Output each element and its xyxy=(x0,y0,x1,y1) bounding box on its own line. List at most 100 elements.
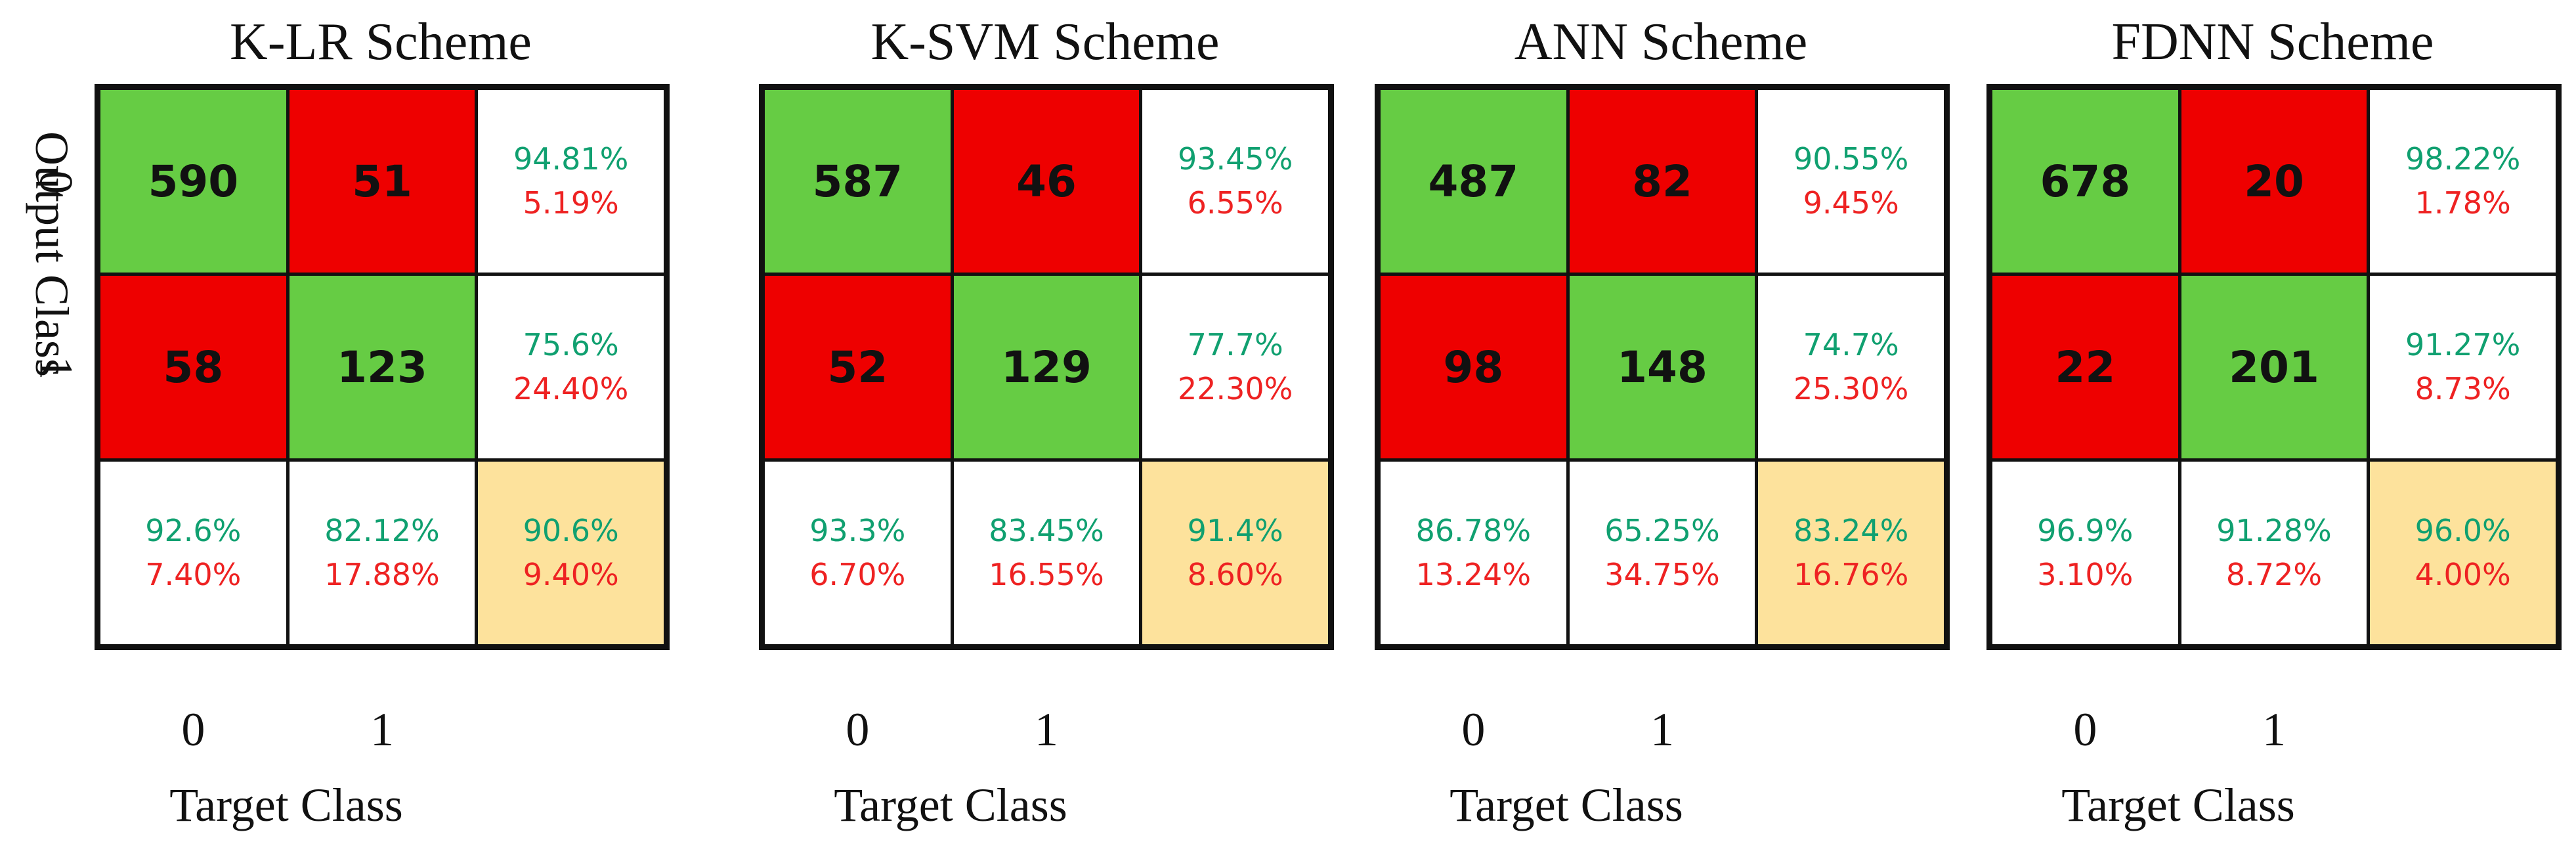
row-summary-cell: 77.7% 22.30% xyxy=(1142,276,1328,458)
row-correct-pct: 75.6% xyxy=(523,327,619,363)
x-tick-label: 0 xyxy=(181,703,205,756)
correct-count-cell: 678 xyxy=(1992,90,2178,273)
x-axis-label: Target Class xyxy=(169,779,403,831)
count-value: 201 xyxy=(2229,341,2319,393)
count-value: 46 xyxy=(1016,156,1077,207)
row-summary-cell: 94.81% 5.19% xyxy=(478,90,664,273)
x-axis-label: Target Class xyxy=(2061,779,2295,831)
error-count-cell: 20 xyxy=(2181,90,2367,273)
confusion-matrix-grid: 590 51 94.81% 5.19% 58 123 75.6% 24.40% 92.6% 7.4… xyxy=(95,84,670,650)
row-summary-cell: 93.45% 6.55% xyxy=(1142,90,1328,273)
panel-title: K-SVM Scheme xyxy=(870,13,1220,71)
x-tick-label: 0 xyxy=(2073,703,2097,756)
correct-count-cell: 123 xyxy=(289,276,475,458)
x-axis-label: Target Class xyxy=(834,779,1067,831)
overall-error-pct: 4.00% xyxy=(2415,557,2511,592)
row-summary-cell: 90.55% 9.45% xyxy=(1758,90,1944,273)
overall-summary-cell: 83.24% 16.76% xyxy=(1758,462,1944,644)
confusion-matrix-grid: 587 46 93.45% 6.55% 52 129 77.7% 22.30% 93.3% 6.7… xyxy=(759,84,1334,650)
column-summary-cell: 65.25% 34.75% xyxy=(1569,462,1755,644)
x-tick-label: 0 xyxy=(846,703,870,756)
correct-count-cell: 148 xyxy=(1569,276,1755,458)
row-correct-pct: 93.45% xyxy=(1177,141,1293,177)
overall-correct-pct: 90.6% xyxy=(523,513,619,549)
error-count-cell: 51 xyxy=(289,90,475,273)
confusion-matrix-panel: K-LR Scheme 590 51 94.81% 5.19% 58 123 75.6% 24.… xyxy=(85,0,676,853)
row-correct-pct: 77.7% xyxy=(1187,327,1283,363)
count-value: 123 xyxy=(337,341,427,393)
error-count-cell: 58 xyxy=(100,276,286,458)
count-value: 590 xyxy=(148,156,239,207)
count-value: 82 xyxy=(1632,156,1692,207)
column-correct-pct: 92.6% xyxy=(145,513,242,549)
count-value: 58 xyxy=(163,341,224,393)
column-error-pct: 3.10% xyxy=(2037,557,2134,592)
column-correct-pct: 83.45% xyxy=(989,513,1104,549)
column-error-pct: 17.88% xyxy=(324,557,440,592)
confusion-matrix-panel: K-SVM Scheme 587 46 93.45% 6.55% 52 129 77.7% 22… xyxy=(750,0,1341,853)
row-correct-pct: 74.7% xyxy=(1803,327,1899,363)
count-value: 20 xyxy=(2244,156,2304,207)
confusion-matrix-panel: ANN Scheme 487 82 90.55% 9.45% 98 148 74.7% 25.3… xyxy=(1365,0,1956,853)
panel-title: ANN Scheme xyxy=(1514,13,1808,71)
column-correct-pct: 91.28% xyxy=(2216,513,2332,549)
panel-title: FDNN Scheme xyxy=(2111,13,2434,71)
overall-summary-cell: 90.6% 9.40% xyxy=(478,462,664,644)
y-tick-label: 1 xyxy=(30,356,83,380)
column-error-pct: 34.75% xyxy=(1604,557,1720,592)
row-error-pct: 9.45% xyxy=(1803,185,1899,221)
error-count-cell: 98 xyxy=(1381,276,1566,458)
column-correct-pct: 96.9% xyxy=(2037,513,2134,549)
row-correct-pct: 98.22% xyxy=(2405,141,2521,177)
row-summary-cell: 75.6% 24.40% xyxy=(478,276,664,458)
column-error-pct: 13.24% xyxy=(1415,557,1532,592)
column-summary-cell: 82.12% 17.88% xyxy=(289,462,475,644)
row-summary-cell: 91.27% 8.73% xyxy=(2370,276,2556,458)
count-value: 51 xyxy=(352,156,412,207)
column-summary-cell: 93.3% 6.70% xyxy=(765,462,951,644)
y-tick-label: 0 xyxy=(30,170,83,194)
error-count-cell: 46 xyxy=(953,90,1140,273)
column-error-pct: 8.72% xyxy=(2225,557,2323,592)
overall-error-pct: 9.40% xyxy=(523,557,619,592)
correct-count-cell: 201 xyxy=(2181,276,2367,458)
x-tick-label: 1 xyxy=(370,703,394,756)
row-error-pct: 25.30% xyxy=(1793,371,1909,406)
count-value: 678 xyxy=(2040,156,2131,207)
count-value: 22 xyxy=(2055,341,2116,393)
error-count-cell: 82 xyxy=(1569,90,1755,273)
overall-correct-pct: 91.4% xyxy=(1187,513,1283,549)
correct-count-cell: 129 xyxy=(953,276,1140,458)
x-tick-label: 1 xyxy=(2262,703,2286,756)
row-error-pct: 1.78% xyxy=(2415,185,2511,221)
x-tick-label: 1 xyxy=(1650,703,1674,756)
column-correct-pct: 93.3% xyxy=(809,513,906,549)
column-error-pct: 16.55% xyxy=(989,557,1104,592)
row-error-pct: 24.40% xyxy=(513,371,629,406)
count-value: 148 xyxy=(1617,341,1707,393)
x-tick-label: 0 xyxy=(1461,703,1486,756)
row-summary-cell: 98.22% 1.78% xyxy=(2370,90,2556,273)
error-count-cell: 22 xyxy=(1992,276,2178,458)
x-tick-label: 1 xyxy=(1035,703,1058,756)
column-summary-cell: 96.9% 3.10% xyxy=(1992,462,2178,644)
column-summary-cell: 91.28% 8.72% xyxy=(2181,462,2367,644)
confusion-matrix-panel: FDNN Scheme 678 20 98.22% 1.78% 22 201 91.27% 8.… xyxy=(1977,0,2568,853)
overall-error-pct: 16.76% xyxy=(1793,557,1909,592)
count-value: 487 xyxy=(1428,156,1519,207)
column-summary-cell: 86.78% 13.24% xyxy=(1381,462,1566,644)
row-correct-pct: 94.81% xyxy=(513,141,629,177)
row-error-pct: 22.30% xyxy=(1177,371,1293,406)
row-summary-cell: 74.7% 25.30% xyxy=(1758,276,1944,458)
row-correct-pct: 91.27% xyxy=(2405,327,2521,363)
overall-summary-cell: 91.4% 8.60% xyxy=(1142,462,1328,644)
row-error-pct: 5.19% xyxy=(523,185,619,221)
column-error-pct: 6.70% xyxy=(809,557,906,592)
count-value: 587 xyxy=(812,156,903,207)
count-value: 98 xyxy=(1443,341,1504,393)
row-error-pct: 8.73% xyxy=(2415,371,2511,406)
row-correct-pct: 90.55% xyxy=(1793,141,1909,177)
correct-count-cell: 587 xyxy=(765,90,951,273)
column-summary-cell: 83.45% 16.55% xyxy=(953,462,1140,644)
overall-summary-cell: 96.0% 4.00% xyxy=(2370,462,2556,644)
